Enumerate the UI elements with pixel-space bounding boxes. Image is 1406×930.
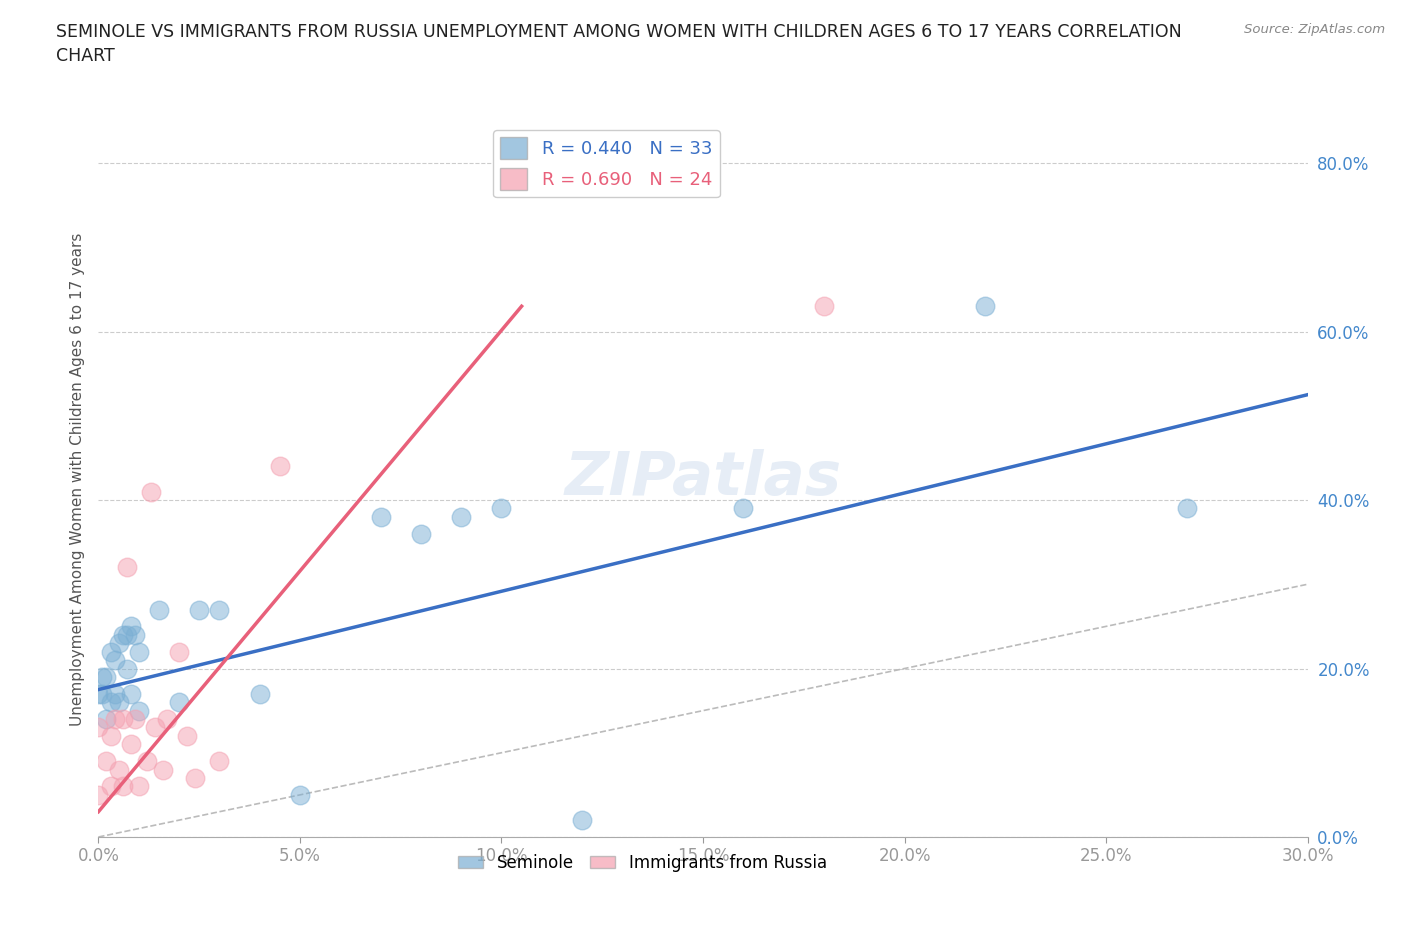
Point (107, 763, 129, 777)
Point (733, 501, 755, 516)
Point (103, 653, 125, 668)
Point (100, 728, 122, 743)
Point (111, 779, 134, 794)
Point (128, 644, 150, 659)
Point (124, 711, 146, 726)
Point (188, 602, 211, 617)
Point (87, 788, 110, 803)
Point (87, 686, 110, 701)
Point (409, 526, 432, 541)
Point (176, 728, 198, 743)
Point (139, 485, 162, 499)
Legend: Seminole, Immigrants from Russia: Seminole, Immigrants from Russia (451, 847, 834, 879)
Point (120, 737, 142, 751)
Point (103, 686, 125, 701)
Point (96, 753, 118, 768)
Point (100, 695, 122, 710)
Text: SEMINOLE VS IMMIGRANTS FROM RUSSIA UNEMPLOYMENT AMONG WOMEN WITH CHILDREN AGES 6: SEMINOLE VS IMMIGRANTS FROM RUSSIA UNEMP… (56, 23, 1182, 65)
Point (450, 510, 472, 525)
Point (208, 602, 231, 617)
Point (111, 628, 134, 643)
Text: Source: ZipAtlas.com: Source: ZipAtlas.com (1244, 23, 1385, 36)
Point (370, 510, 392, 525)
Point (100, 779, 122, 794)
Point (143, 720, 166, 735)
Point (974, 299, 997, 313)
Point (813, 299, 835, 313)
Point (103, 711, 125, 726)
Point (156, 711, 179, 726)
Point (124, 628, 146, 643)
Point (167, 644, 190, 659)
Point (96, 711, 118, 726)
Point (107, 636, 129, 651)
Point (135, 753, 157, 768)
Text: ZIPatlas: ZIPatlas (564, 449, 842, 509)
Point (491, 501, 513, 516)
Point (91, 686, 114, 701)
Point (120, 619, 142, 634)
Point (128, 703, 150, 718)
Point (115, 661, 138, 676)
Point (128, 779, 150, 794)
Point (115, 560, 138, 575)
Point (91, 670, 114, 684)
Point (249, 686, 271, 701)
Point (208, 753, 231, 768)
Point (87, 720, 110, 735)
Point (120, 686, 142, 701)
Point (148, 602, 170, 617)
Point (571, 813, 593, 828)
Point (107, 695, 129, 710)
Point (269, 458, 291, 473)
Point (288, 788, 311, 803)
Point (184, 771, 207, 786)
Point (115, 628, 138, 643)
Y-axis label: Unemployment Among Women with Children Ages 6 to 17 years: Unemployment Among Women with Children A… (69, 232, 84, 725)
Point (96, 670, 118, 684)
Point (152, 763, 174, 777)
Point (111, 711, 134, 726)
Point (167, 695, 190, 710)
Point (1175, 501, 1198, 516)
Point (100, 644, 122, 659)
